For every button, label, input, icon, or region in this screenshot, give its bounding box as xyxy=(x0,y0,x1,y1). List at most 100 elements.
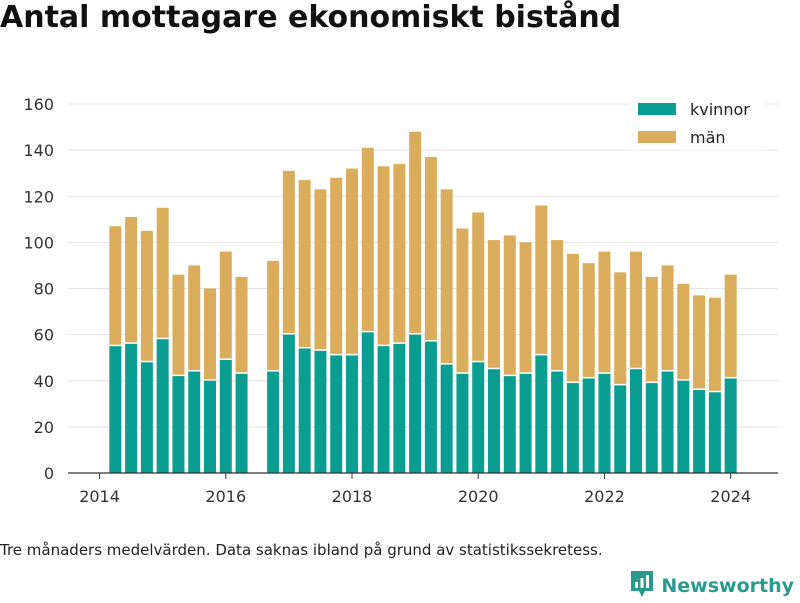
bar-man xyxy=(393,163,406,343)
bar-man xyxy=(693,295,706,389)
bar-kvinnor xyxy=(156,339,169,473)
footnote: Tre månaders medelvärden. Data saknas ib… xyxy=(0,541,603,559)
bar-man xyxy=(140,230,153,361)
bar-kvinnor xyxy=(503,376,516,473)
y-tick-label: 100 xyxy=(23,233,54,252)
bar-man xyxy=(724,274,737,377)
y-axis: 0 20 40 60 80 100 120 140 160 xyxy=(23,95,54,483)
bar-man xyxy=(330,177,343,354)
y-tick-label: 40 xyxy=(34,372,54,391)
bar-kvinnor xyxy=(551,371,564,473)
bar-man xyxy=(708,297,721,391)
bar-man xyxy=(361,147,374,331)
bar-man xyxy=(346,168,358,354)
bar-man xyxy=(109,226,122,345)
y-tick-label: 160 xyxy=(23,95,54,114)
bar-man xyxy=(677,283,690,380)
bar-man xyxy=(472,212,485,361)
bar-man xyxy=(204,288,216,380)
bar-kvinnor xyxy=(661,371,674,473)
bar-kvinnor xyxy=(566,383,579,473)
bar-man xyxy=(582,263,595,377)
bar-man xyxy=(566,253,579,382)
grid-lines xyxy=(68,103,778,428)
bar-kvinnor xyxy=(409,334,422,473)
bar-man xyxy=(503,235,516,375)
bar-man xyxy=(551,240,564,371)
brand-name: Newsworthy xyxy=(661,575,794,597)
legend-label-kvinnor: kvinnor xyxy=(690,100,750,119)
bar-kvinnor xyxy=(204,380,216,473)
bar-man xyxy=(267,260,280,371)
bar-kvinnor xyxy=(314,350,327,473)
y-tick-label: 0 xyxy=(44,464,54,483)
bar-kvinnor xyxy=(424,341,437,473)
x-tick-label: 2018 xyxy=(332,487,373,506)
bar-man xyxy=(235,276,248,373)
y-tick-label: 20 xyxy=(34,418,54,437)
legend: kvinnor män xyxy=(630,94,766,150)
bar-kvinnor xyxy=(267,371,280,473)
bar-kvinnor xyxy=(708,392,721,473)
bar-kvinnor xyxy=(693,389,706,473)
x-axis: 2014 2016 2018 2020 2022 2024 xyxy=(68,472,778,506)
bar-man xyxy=(409,131,422,334)
bar-man xyxy=(535,205,548,354)
bar-kvinnor xyxy=(172,376,185,473)
chart-title: Antal mottagare ekonomiskt bistånd xyxy=(0,0,622,35)
bar-man xyxy=(219,251,232,359)
bar-man xyxy=(456,228,469,373)
legend-label-man: män xyxy=(690,128,726,147)
bar-kvinnor xyxy=(630,369,642,473)
bar-man xyxy=(630,251,642,368)
bar-kvinnor xyxy=(535,355,548,473)
brand-logo[interactable]: Newsworthy xyxy=(629,569,794,603)
y-tick-label: 140 xyxy=(23,141,54,160)
bar-kvinnor xyxy=(282,334,295,473)
bar-kvinnor xyxy=(519,373,532,473)
legend-swatch-man xyxy=(638,131,676,143)
bar-kvinnor xyxy=(440,364,453,473)
legend-swatch-kvinnor xyxy=(638,103,676,115)
bar-man xyxy=(645,276,658,382)
bar-kvinnor xyxy=(472,362,485,473)
y-tick-label: 120 xyxy=(23,187,54,206)
bar-man xyxy=(424,157,437,341)
x-tick-label: 2016 xyxy=(205,487,246,506)
bar-kvinnor xyxy=(582,378,595,473)
bar-man xyxy=(377,166,390,345)
bar-kvinnor xyxy=(140,362,153,473)
x-tick-label: 2014 xyxy=(79,487,120,506)
bar-kvinnor xyxy=(125,343,138,473)
x-tick-label: 2024 xyxy=(710,487,751,506)
bar-kvinnor xyxy=(488,369,500,473)
y-tick-label: 80 xyxy=(34,280,54,299)
bar-kvinnor xyxy=(361,332,374,473)
bar-kvinnor xyxy=(598,373,611,473)
bar-kvinnor xyxy=(235,373,248,473)
bar-kvinnor xyxy=(724,378,737,473)
bar-man xyxy=(125,217,138,343)
bar-man xyxy=(188,265,201,371)
x-tick-label: 2020 xyxy=(458,487,499,506)
bars xyxy=(109,131,737,473)
bar-man xyxy=(614,272,627,384)
bar-kvinnor xyxy=(219,359,232,473)
bar-kvinnor xyxy=(109,346,122,473)
bar-kvinnor xyxy=(377,346,390,473)
bar-man xyxy=(172,274,185,375)
bar-man xyxy=(661,265,674,371)
bar-kvinnor xyxy=(330,355,343,473)
bar-man xyxy=(156,207,169,338)
bar-man xyxy=(314,189,327,350)
bar-kvinnor xyxy=(645,383,658,473)
bar-man xyxy=(282,170,295,334)
bar-kvinnor xyxy=(188,371,201,473)
bar-kvinnor xyxy=(677,380,690,473)
bar-kvinnor xyxy=(346,355,358,473)
bar-man xyxy=(488,240,500,368)
bar-kvinnor xyxy=(393,343,406,473)
newsworthy-logo-icon xyxy=(629,569,655,603)
bar-man xyxy=(440,189,453,364)
